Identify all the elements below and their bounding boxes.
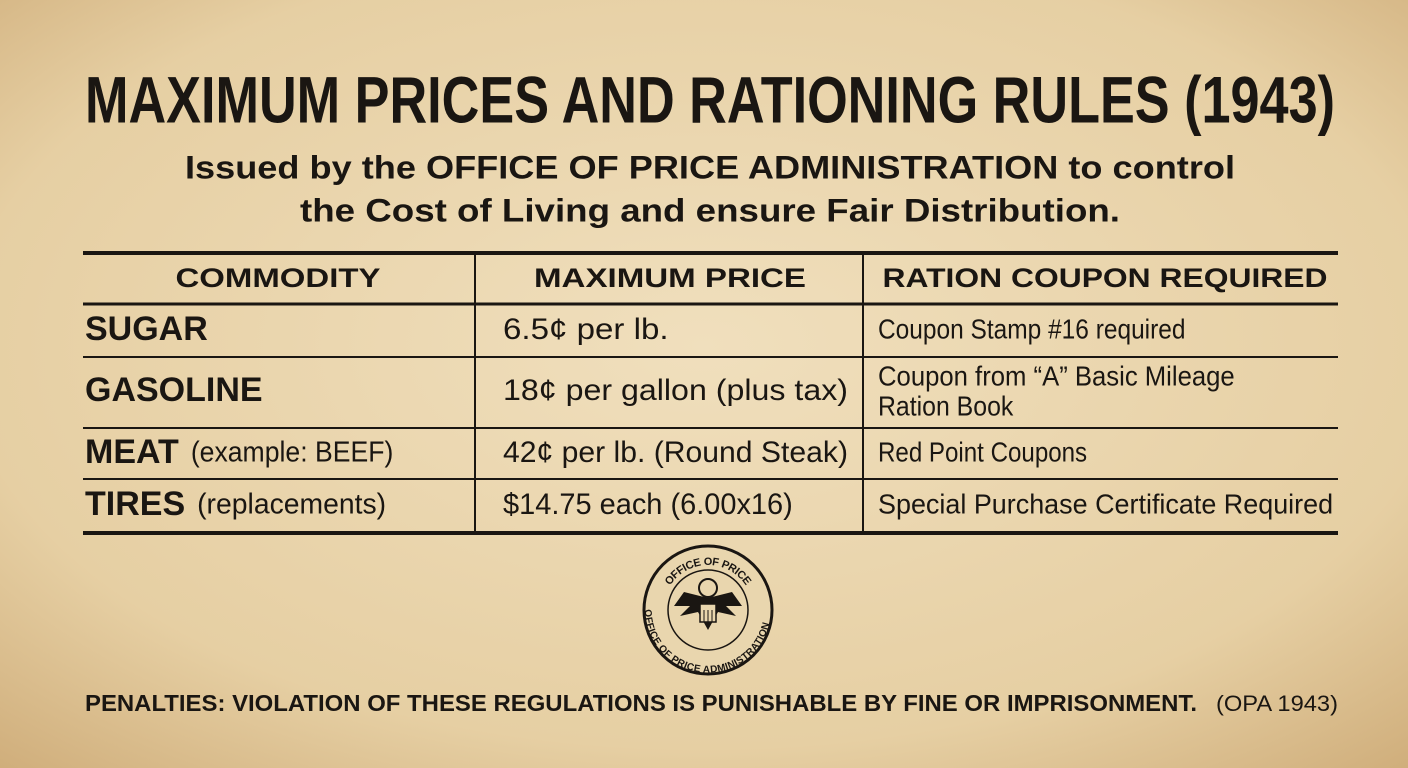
title: MAXIMUM PRICES AND RATIONING RULES (1943… — [85, 62, 1335, 136]
column-header: RATION COUPON REQUIRED — [883, 263, 1328, 293]
coupon-requirement: Special Purchase Certificate Required — [878, 488, 1333, 519]
seal-eagle — [674, 578, 742, 630]
commodity-name: MEAT — [85, 433, 179, 471]
coupon-requirement: Coupon Stamp #16 required — [878, 313, 1186, 344]
column-header: COMMODITY — [176, 263, 381, 293]
table-cells: COMMODITY MAXIMUM PRICE RATION COUPON REQU… — [85, 263, 1333, 523]
max-price: 18¢ per gallon (plus tax) — [503, 374, 848, 407]
column-header: MAXIMUM PRICE — [534, 263, 806, 293]
coupon-requirement: Ration Book — [878, 390, 1014, 421]
commodity-name: GASOLINE — [85, 371, 263, 409]
max-price: 6.5¢ per lb. — [503, 313, 669, 346]
subtitle-line: Issued by the OFFICE OF PRICE ADMINISTRA… — [185, 149, 1235, 185]
max-price: $14.75 each (6.00x16) — [503, 488, 793, 521]
commodity-note: (replacements) — [197, 489, 386, 521]
seal: OFFICE OF PRICE OFFICE OF PRICE ADMINIST… — [642, 544, 774, 676]
commodity-name: TIRES — [85, 485, 185, 523]
penalty-text: PENALTIES: VIOLATION OF THESE REGULATION… — [85, 690, 1197, 716]
subtitle-line: the Cost of Living and ensure Fair Distr… — [300, 192, 1120, 228]
seal-inner-ring — [667, 569, 749, 651]
coupon-requirement: Red Point Coupons — [878, 436, 1087, 467]
source-text: (OPA 1943) — [1216, 691, 1338, 716]
commodity-note: (example: BEEF) — [191, 437, 394, 469]
max-price: 42¢ per lb. (Round Steak) — [503, 436, 848, 469]
commodity-name: SUGAR — [85, 310, 208, 348]
coupon-requirement: Coupon from “A” Basic Mileage — [878, 360, 1235, 391]
table-rules — [83, 251, 1338, 535]
